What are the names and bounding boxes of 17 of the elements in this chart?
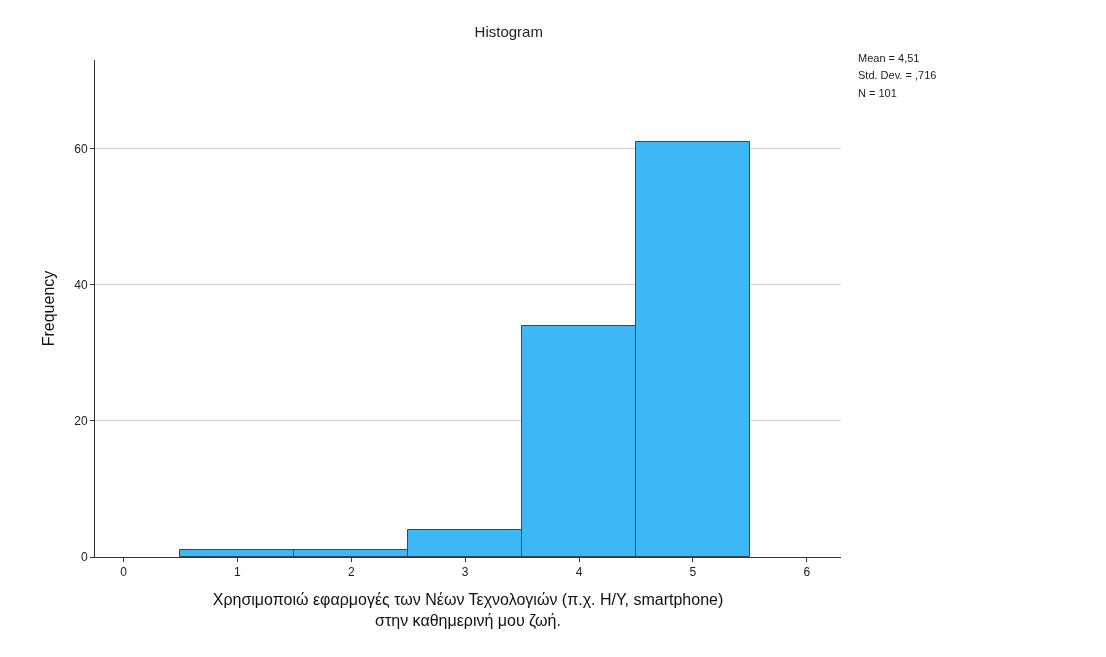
x-tick-label: 2: [347, 565, 355, 580]
chart-title: Histogram: [474, 22, 543, 40]
x-tick-label: 1: [234, 565, 242, 580]
text: N = 101: [858, 87, 897, 99]
x-tick-label: 0: [120, 565, 128, 580]
x-tick-label: 5: [689, 565, 697, 580]
x-tick-label: 6: [803, 565, 811, 580]
text: Mean = 4,51: [858, 52, 920, 64]
y-tick-label: 60: [74, 141, 88, 156]
y-axis-title: Frequency: [40, 270, 58, 347]
x-axis-title: Χρησιμοποιώ εφαρμογές των Νέων Τεχνολογιών (π.χ. Η/Υ, smartphone) στην καθημερινή μου ζωή.: [212, 591, 724, 630]
y-tick-label: 40: [74, 277, 88, 292]
x-tick-label: 3: [461, 565, 469, 580]
text: Std. Dev. = ,716: [858, 69, 937, 81]
x-tick-label: 4: [575, 565, 583, 580]
y-tick-label: 20: [74, 414, 88, 429]
y-tick-label: 0: [80, 550, 88, 565]
